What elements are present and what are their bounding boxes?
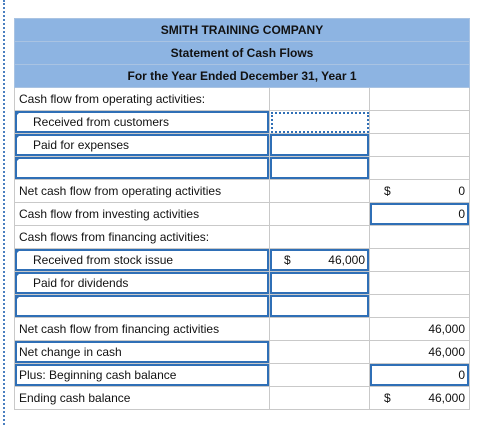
- row-financing-blank: [14, 294, 471, 318]
- net-change-amount: [269, 340, 370, 364]
- operating-blank-total: [368, 156, 471, 180]
- investing-amount: [269, 202, 370, 226]
- financing-blank-total: [368, 294, 471, 318]
- received-customers-select[interactable]: Received from customers: [14, 110, 270, 134]
- paid-expenses-select[interactable]: Paid for expenses: [14, 133, 270, 157]
- stock-issue-select[interactable]: Received from stock issue: [14, 248, 270, 272]
- net-operating-label: Net cash flow from operating activities: [14, 179, 270, 203]
- net-financing-label: Net cash flow from financing activities: [14, 317, 270, 341]
- row-ending-balance: Ending cash balance $ 46,000: [14, 386, 471, 410]
- investing-label: Cash flow from investing activities: [14, 202, 270, 226]
- row-investing: Cash flow from investing activities 0: [14, 202, 471, 226]
- row-beginning-balance: Plus: Beginning cash balance 0: [14, 363, 471, 387]
- dotted-left-border: [3, 0, 5, 425]
- financing-heading-amount: [269, 225, 370, 249]
- stock-issue-amount-input[interactable]: $ 46,000: [269, 248, 370, 272]
- header-row-company: SMITH TRAINING COMPANY: [13, 18, 471, 42]
- company-name: SMITH TRAINING COMPANY: [13, 18, 471, 42]
- operating-heading-total: [368, 87, 471, 111]
- financing-heading-label: Cash flows from financing activities:: [14, 225, 270, 249]
- beginning-balance-select[interactable]: Plus: Beginning cash balance: [14, 363, 270, 387]
- financing-blank-select[interactable]: [14, 294, 270, 318]
- cash-flow-statement-table: SMITH TRAINING COMPANY Statement of Cash…: [13, 18, 471, 410]
- net-operating-amount: [269, 179, 370, 203]
- ending-balance-total: $ 46,000: [368, 386, 471, 410]
- net-operating-total: $ 0: [368, 179, 471, 203]
- statement-title: Statement of Cash Flows: [13, 41, 471, 65]
- beginning-balance-amount: [269, 363, 370, 387]
- financing-blank-amount-input[interactable]: [269, 294, 370, 318]
- statement-period: For the Year Ended December 31, Year 1: [13, 64, 471, 88]
- paid-dividends-amount-input[interactable]: [269, 271, 370, 295]
- stock-issue-value: 46,000: [328, 253, 365, 267]
- row-paid-dividends: Paid for dividends: [14, 271, 471, 295]
- ending-balance-amount: [269, 386, 370, 410]
- row-operating-heading: Cash flow from operating activities:: [14, 87, 471, 111]
- row-stock-issue: Received from stock issue $ 46,000: [14, 248, 471, 272]
- row-net-financing: Net cash flow from financing activities …: [14, 317, 471, 341]
- stock-issue-dollar-sign: $: [284, 253, 291, 267]
- operating-heading-amount: [269, 87, 370, 111]
- beginning-balance-value-input[interactable]: 0: [368, 363, 471, 387]
- financing-heading-total: [368, 225, 471, 249]
- operating-blank-select[interactable]: [14, 156, 270, 180]
- paid-expenses-amount-input[interactable]: [269, 133, 370, 157]
- net-operating-value: 0: [458, 184, 466, 198]
- investing-value-input[interactable]: 0: [368, 202, 471, 226]
- row-received-customers: Received from customers: [14, 110, 471, 134]
- row-operating-blank: [14, 156, 471, 180]
- row-paid-expenses: Paid for expenses: [14, 133, 471, 157]
- paid-dividends-total: [368, 271, 471, 295]
- header-row-statement: Statement of Cash Flows: [13, 41, 471, 65]
- ending-balance-label: Ending cash balance: [14, 386, 270, 410]
- ending-balance-value: 46,000: [428, 391, 466, 405]
- paid-expenses-total: [368, 133, 471, 157]
- received-customers-amount-input[interactable]: [269, 110, 370, 134]
- net-change-value: 46,000: [368, 340, 471, 364]
- received-customers-total: [368, 110, 471, 134]
- net-operating-dollar-sign: $: [384, 184, 391, 198]
- ending-balance-dollar-sign: $: [384, 391, 391, 405]
- net-change-select[interactable]: Net change in cash: [14, 340, 270, 364]
- row-net-operating: Net cash flow from operating activities …: [14, 179, 471, 203]
- stock-issue-total: [368, 248, 471, 272]
- row-financing-heading: Cash flows from financing activities:: [14, 225, 471, 249]
- net-financing-value: 46,000: [368, 317, 471, 341]
- operating-heading-label: Cash flow from operating activities:: [14, 87, 270, 111]
- operating-blank-amount-input[interactable]: [269, 156, 370, 180]
- net-financing-amount: [269, 317, 370, 341]
- header-row-period: For the Year Ended December 31, Year 1: [13, 64, 471, 88]
- row-net-change: Net change in cash 46,000: [14, 340, 471, 364]
- paid-dividends-select[interactable]: Paid for dividends: [14, 271, 270, 295]
